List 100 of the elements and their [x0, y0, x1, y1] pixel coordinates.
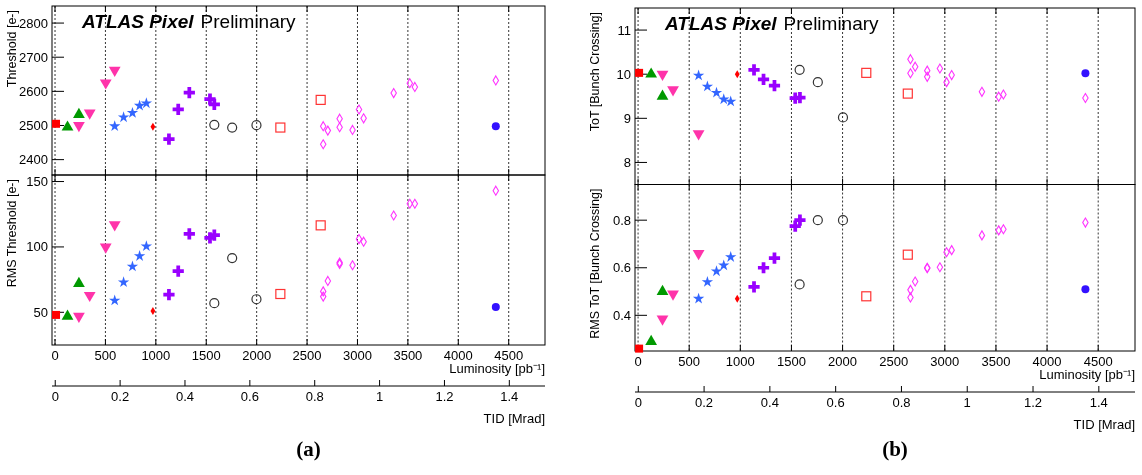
x2-tick-label: 0.2: [111, 389, 130, 404]
y-tick-label: 10: [616, 66, 631, 82]
x-tick-label: 4000: [1032, 354, 1062, 369]
x2-tick-label: 0.8: [305, 389, 324, 404]
y-axis-title: Threshold [e-]: [5, 10, 19, 88]
point: [140, 240, 153, 252]
x2-tick-label: 0.4: [760, 395, 779, 410]
point: [718, 259, 730, 271]
point: [692, 292, 705, 304]
point: [861, 67, 872, 78]
point: [163, 133, 175, 145]
x2-tick-label: 1.2: [1023, 395, 1043, 410]
point: [355, 104, 363, 115]
point: [108, 66, 121, 77]
text: (b): [882, 437, 908, 461]
point: [406, 198, 414, 209]
x2-tick-label: 1.2: [435, 389, 454, 404]
point: [411, 198, 419, 209]
x-tick-label: 500: [678, 354, 701, 369]
point: [150, 307, 156, 315]
point: [227, 122, 238, 133]
point: [109, 120, 121, 132]
y-tick-label: 2500: [19, 117, 48, 133]
point: [251, 120, 262, 131]
point: [635, 344, 644, 353]
point: [667, 290, 679, 301]
x2-tick-label: 0: [634, 395, 642, 410]
x-tick-label: 2000: [828, 354, 858, 369]
point: [492, 75, 500, 86]
point: [319, 291, 327, 302]
x-tick-label: 3000: [930, 354, 960, 369]
x2-tick-label: 1.4: [1089, 395, 1108, 410]
point: [812, 215, 823, 226]
point: [109, 294, 121, 306]
y-tick-label: 50: [33, 304, 48, 320]
point: [108, 221, 121, 232]
point: [923, 71, 931, 82]
point: [718, 93, 730, 105]
point: [355, 234, 363, 245]
x-tick-label: 3500: [981, 354, 1011, 369]
point: [656, 89, 669, 100]
point: [133, 250, 146, 261]
y-tick-label: 0.8: [612, 212, 631, 228]
x-axis-title: Luminosity [pb⁻¹]: [1039, 367, 1135, 382]
y-tick-label: 2600: [19, 83, 48, 99]
point: [315, 220, 326, 231]
point: [319, 139, 327, 150]
point: [126, 260, 139, 272]
point: [208, 98, 220, 110]
y-tick-label: 0.4: [612, 307, 631, 323]
point: [275, 122, 286, 133]
point: [227, 252, 238, 264]
point: [163, 289, 175, 301]
point: [978, 86, 986, 97]
point: [812, 77, 823, 88]
x-tick-label: 0: [634, 354, 642, 369]
x-tick-label: 4000: [443, 348, 473, 363]
point: [183, 228, 195, 240]
x2-tick-label: 0: [51, 389, 59, 404]
point: [692, 130, 705, 141]
point: [936, 63, 944, 74]
y-tick-label: 100: [26, 239, 48, 255]
point: [406, 78, 414, 89]
point: [99, 79, 112, 90]
x2-tick-label: 0.2: [695, 395, 714, 410]
chart-title: ATLAS Pixel: [664, 13, 778, 34]
x2-axis-title: TID [Mrad]: [1073, 417, 1135, 432]
point: [725, 251, 737, 262]
chart-title: ATLAS Pixel: [81, 11, 195, 32]
x2-tick-label: 0.6: [826, 395, 845, 410]
point: [635, 68, 644, 77]
x-tick-label: 1500: [191, 348, 221, 363]
point: [83, 109, 96, 120]
chart-subtitle: Preliminary: [200, 11, 297, 32]
x2-tick-label: 1: [963, 395, 971, 410]
point: [645, 334, 658, 345]
x-tick-label: 3500: [393, 348, 423, 363]
point: [324, 275, 332, 286]
y-axis-title: ToT [Bunch Crossing]: [588, 12, 602, 132]
point: [208, 229, 220, 241]
point: [61, 120, 74, 131]
x-tick-label: 4500: [494, 348, 524, 363]
point: [183, 87, 195, 99]
y-tick-label: 9: [623, 110, 631, 126]
y-tick-label: 2400: [19, 152, 48, 168]
point: [117, 111, 130, 123]
x-tick-label: 2000: [242, 348, 272, 363]
point: [692, 69, 705, 81]
point: [725, 95, 737, 107]
y-tick-label: 0.6: [612, 260, 631, 276]
x-tick-label: 1000: [141, 348, 171, 363]
point: [978, 230, 986, 241]
text: (a): [296, 437, 321, 461]
x2-tick-label: 0.6: [240, 389, 259, 404]
point: [275, 288, 286, 300]
point: [794, 214, 806, 226]
y-tick-label: 150: [26, 174, 48, 190]
point: [319, 121, 327, 132]
point: [645, 67, 658, 78]
point: [52, 310, 61, 319]
